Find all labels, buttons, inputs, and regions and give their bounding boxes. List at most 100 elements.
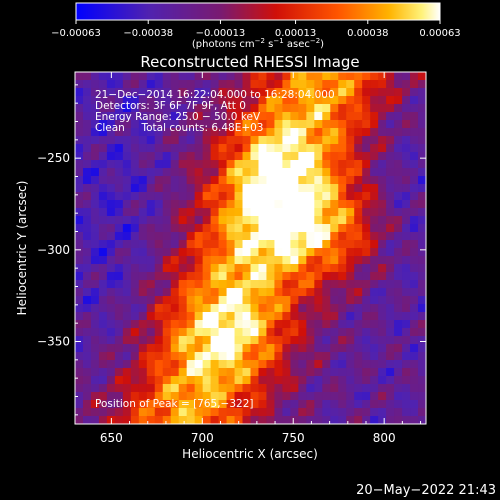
heatmap-cell (98, 264, 108, 273)
heatmap-cell (410, 168, 419, 177)
heatmap-cell (114, 96, 124, 105)
heatmap-cell (218, 320, 228, 329)
heatmap-cell (138, 280, 148, 289)
heatmap-cell (330, 120, 339, 129)
heatmap-cell (218, 200, 228, 209)
heatmap-cell (234, 128, 244, 137)
heatmap-cell (282, 184, 291, 193)
heatmap-cell (122, 248, 132, 257)
heatmap-cell (410, 224, 419, 233)
heatmap-cell (114, 192, 124, 201)
heatmap-cell (378, 184, 387, 193)
heatmap-cell (90, 80, 100, 89)
heatmap-cell (154, 272, 164, 281)
heatmap-cell (194, 152, 204, 161)
heatmap-cell (274, 328, 284, 337)
heatmap-image (75, 72, 426, 424)
heatmap-cell (274, 208, 284, 217)
heatmap-cell (274, 264, 284, 273)
heatmap-cell (322, 144, 331, 153)
heatmap-cell (338, 400, 347, 409)
colorbar-tick-label: −0.00038 (123, 28, 173, 39)
heatmap-cell (154, 160, 164, 169)
heatmap-cell (298, 144, 307, 153)
heatmap-cell (122, 400, 132, 409)
heatmap-cell (418, 144, 426, 153)
heatmap-cell (75, 312, 84, 321)
heatmap-cell (178, 208, 188, 217)
heatmap-cell (370, 376, 379, 385)
heatmap-cell (418, 376, 426, 385)
heatmap-cell (282, 376, 291, 385)
heatmap-cell (386, 328, 395, 337)
heatmap-cell (370, 136, 379, 145)
heatmap-cell (346, 328, 355, 337)
heatmap-cell (186, 280, 196, 289)
heatmap-cell (170, 72, 180, 81)
heatmap-cell (330, 320, 339, 329)
heatmap-cell (162, 208, 172, 217)
heatmap-cell (234, 136, 244, 145)
heatmap-cell (202, 328, 212, 337)
heatmap-cell (170, 256, 180, 265)
heatmap-cell (194, 216, 204, 225)
heatmap-cell (322, 176, 331, 185)
heatmap-cell (258, 280, 268, 289)
heatmap-cell (98, 248, 108, 257)
heatmap-cell (90, 176, 100, 185)
heatmap-cell (234, 256, 244, 265)
heatmap-cell (170, 144, 180, 153)
heatmap-cell (122, 280, 132, 289)
heatmap-cell (122, 320, 132, 329)
heatmap-cell (418, 344, 426, 353)
heatmap-cell (290, 72, 299, 81)
heatmap-cell (314, 368, 323, 377)
heatmap-cell (138, 312, 148, 321)
heatmap-cell (186, 320, 196, 329)
heatmap-cell (282, 296, 291, 305)
heatmap-cell (330, 88, 339, 97)
heatmap-cell (82, 320, 92, 329)
heatmap-cell (330, 136, 339, 145)
heatmap-cell (130, 112, 140, 121)
heatmap-cell (322, 296, 331, 305)
heatmap-cell (98, 144, 108, 153)
heatmap-cell (186, 296, 196, 305)
heatmap-cell (418, 112, 426, 121)
heatmap-cell (138, 192, 148, 201)
heatmap-cell (242, 168, 252, 177)
heatmap-cell (218, 328, 228, 337)
heatmap-cell (106, 368, 116, 377)
heatmap-cell (75, 96, 84, 105)
heatmap-cell (154, 104, 164, 113)
heatmap-cell (394, 392, 403, 401)
heatmap-cell (250, 336, 260, 345)
heatmap-cell (338, 360, 347, 369)
heatmap-cell (410, 280, 419, 289)
heatmap-cell (186, 400, 196, 409)
heatmap-cell (138, 136, 148, 145)
heatmap-cell (298, 408, 307, 417)
heatmap-cell (210, 176, 220, 185)
heatmap-cell (378, 248, 387, 257)
heatmap-cell (90, 376, 100, 385)
heatmap-cell (290, 96, 299, 105)
heatmap-cell (242, 144, 252, 153)
heatmap-cell (82, 168, 92, 177)
heatmap-cell (194, 264, 204, 273)
heatmap-cell (314, 328, 323, 337)
heatmap-cell (194, 80, 204, 89)
heatmap-cell (378, 264, 387, 273)
heatmap-cell (274, 392, 284, 401)
heatmap-cell (290, 192, 299, 201)
heatmap-cell (226, 104, 236, 113)
heatmap-cell (282, 328, 291, 337)
heatmap-cell (226, 288, 236, 297)
heatmap-cell (114, 104, 124, 113)
heatmap-cell (410, 80, 419, 89)
heatmap-cell (75, 224, 84, 233)
heatmap-cell (202, 280, 212, 289)
heatmap-cell (322, 136, 331, 145)
heatmap-cell (330, 296, 339, 305)
heatmap-cell (178, 312, 188, 321)
